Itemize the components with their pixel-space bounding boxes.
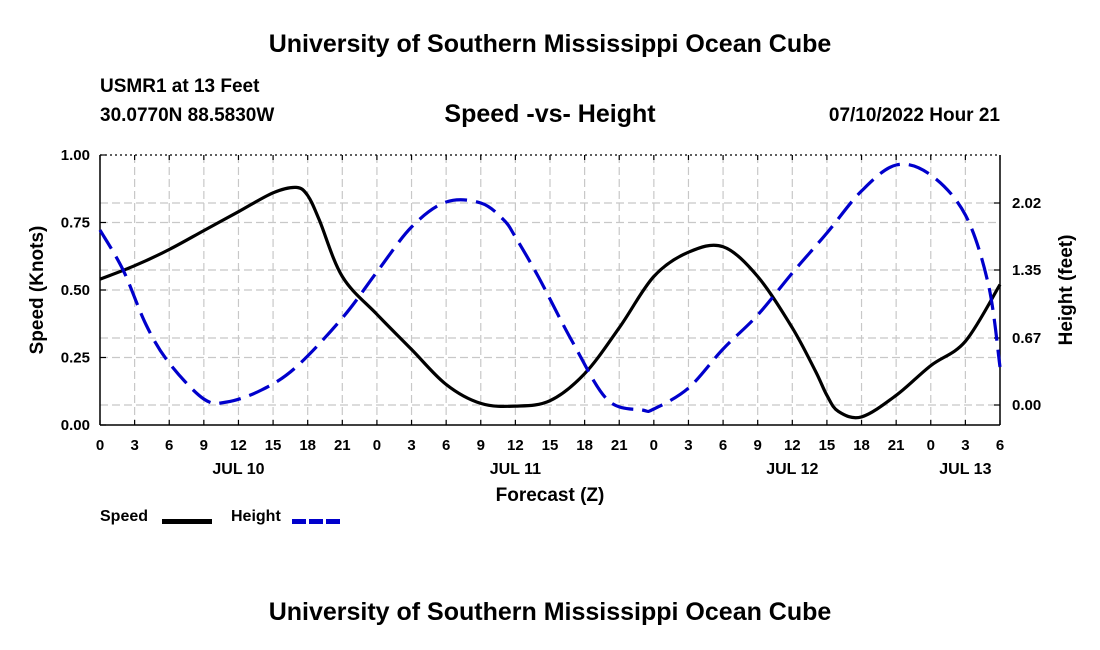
x-tick-label: 6 [719, 437, 727, 454]
date-label: JUL 12 [766, 461, 818, 478]
x-tick-label: 3 [407, 437, 415, 454]
y-axis-title: Speed (Knots) [27, 226, 48, 355]
y2-tick-label: 1.35 [1012, 262, 1041, 279]
x-tick-label: 0 [96, 437, 104, 454]
x-tick-label: 15 [542, 437, 559, 454]
x-axis-title: Forecast (Z) [496, 485, 605, 506]
x-tick-label: 21 [611, 437, 628, 454]
y-tick-label: 0.25 [61, 350, 90, 367]
station-label: USMR1 at 13 Feet [100, 76, 260, 97]
x-tick-label: 0 [650, 437, 658, 454]
y-tick-label: 0.75 [61, 215, 90, 232]
y-tick-label: 1.00 [61, 147, 90, 164]
x-tick-label: 12 [230, 437, 247, 454]
x-tick-label: 0 [373, 437, 381, 454]
x-tick-label: 12 [507, 437, 524, 454]
coordinates-label: 30.0770N 88.5830W [100, 105, 275, 126]
footer-title: University of Southern Mississippi Ocean… [268, 598, 832, 626]
x-tick-label: 0 [927, 437, 935, 454]
x-tick-label: 15 [265, 437, 282, 454]
x-tick-label: 9 [477, 437, 485, 454]
y2-tick-label: 0.67 [1012, 330, 1041, 347]
x-tick-label: 12 [784, 437, 801, 454]
y-tick-label: 0.00 [61, 417, 90, 434]
x-tick-label: 15 [819, 437, 836, 454]
x-tick-label: 9 [754, 437, 762, 454]
x-tick-label: 6 [442, 437, 450, 454]
x-tick-label: 18 [853, 437, 870, 454]
date-label: JUL 11 [490, 461, 541, 478]
x-tick-label: 18 [576, 437, 593, 454]
legend-height-swatch [292, 519, 342, 524]
legend-speed-swatch [162, 519, 212, 524]
y2-axis-title: Height (feet) [1056, 235, 1077, 346]
x-tick-label: 3 [684, 437, 692, 454]
x-tick-label: 9 [200, 437, 208, 454]
y2-tick-label: 0.00 [1012, 397, 1041, 414]
legend-speed-label: Speed [100, 508, 149, 525]
x-tick-label: 6 [996, 437, 1004, 454]
forecast-datetime: 07/10/2022 Hour 21 [828, 105, 1000, 126]
series-line-height [98, 162, 1002, 414]
date-label: JUL 10 [212, 461, 264, 478]
series-line-speed [99, 185, 1002, 420]
x-tick-label: 6 [165, 437, 173, 454]
x-tick-label: 3 [130, 437, 138, 454]
x-tick-label: 18 [299, 437, 316, 454]
legend-height-label: Height [231, 508, 281, 525]
y-tick-label: 0.50 [61, 282, 90, 299]
chart-subtitle: Speed -vs- Height [444, 100, 656, 128]
x-tick-label: 3 [961, 437, 969, 454]
main-title: University of Southern Mississippi Ocean… [268, 30, 832, 58]
x-tick-label: 21 [888, 437, 905, 454]
y2-tick-label: 2.02 [1012, 195, 1041, 212]
x-tick-label: 21 [334, 437, 351, 454]
date-label: JUL 13 [939, 461, 991, 478]
